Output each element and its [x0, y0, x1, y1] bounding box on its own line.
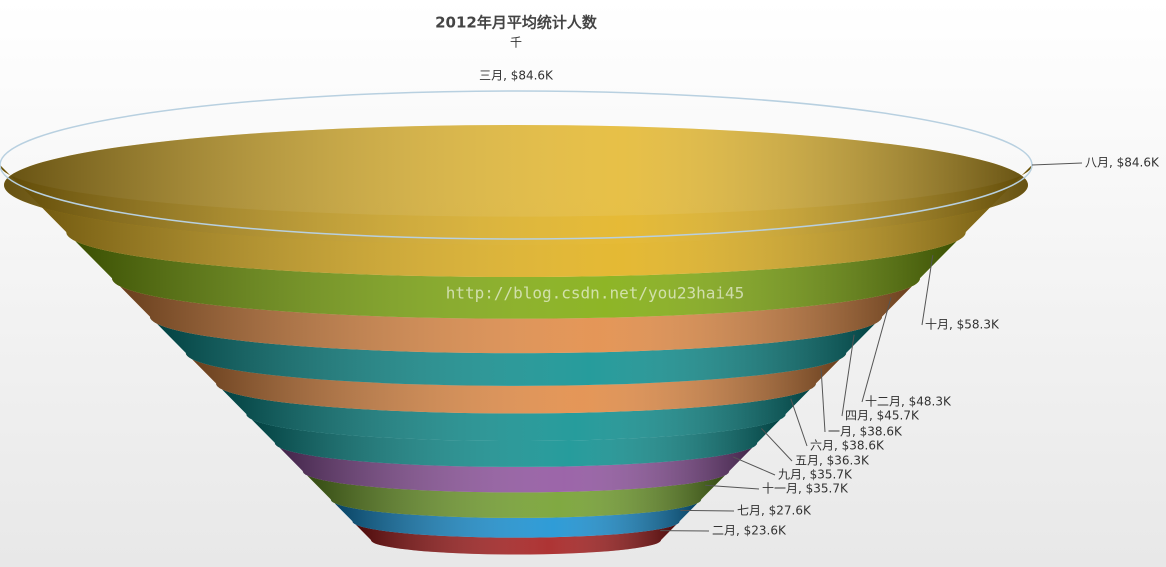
data-label: 五月, $36.3K [795, 454, 870, 468]
segment-shade [246, 414, 786, 467]
funnel [0, 90, 1033, 555]
data-label: 十二月, $48.3K [865, 395, 952, 409]
data-label: 七月, $27.6K [737, 504, 812, 518]
leader-line [790, 398, 808, 447]
leader-line [841, 334, 855, 417]
data-label: 十一月, $35.7K [762, 482, 849, 496]
segment-shade [352, 521, 680, 555]
segment-shade [302, 471, 730, 518]
data-label: 三月, $84.6K [479, 69, 554, 83]
leader-line [820, 368, 826, 433]
data-label: 二月, $23.6K [712, 524, 787, 538]
data-label: 十月, $58.3K [925, 318, 1000, 332]
segment-shade [66, 232, 966, 319]
watermark: http://blog.csdn.net/you23hai45 [446, 284, 745, 303]
data-label: 九月, $35.7K [778, 468, 853, 482]
leader-line [680, 509, 735, 512]
segment-shade [185, 352, 847, 414]
chart-title: 2012年月平均统计人数 [435, 14, 598, 32]
leader-line [921, 255, 934, 326]
leader-line [705, 484, 760, 490]
leader-line [861, 297, 892, 403]
leader-line [761, 428, 793, 462]
leader-line [1031, 162, 1083, 166]
segment-shade [274, 442, 758, 493]
data-label: 四月, $45.7K [845, 409, 920, 423]
data-label: 一月, $38.6K [828, 425, 903, 439]
segment-shade [112, 278, 920, 354]
data-label: 八月, $84.6K [1085, 156, 1160, 170]
labels: 三月, $84.6K 八月, $84.6K 十月, $58.3K 十二月, $48.3… [479, 69, 1160, 538]
funnel-top-shade [4, 125, 1028, 245]
segment-shade [149, 316, 883, 386]
data-label: 六月, $38.6K [810, 439, 885, 453]
segment-shade [216, 383, 816, 441]
segment-shade [330, 499, 702, 538]
leader-line [732, 456, 776, 476]
chart-subtitle: 千 [510, 36, 522, 50]
